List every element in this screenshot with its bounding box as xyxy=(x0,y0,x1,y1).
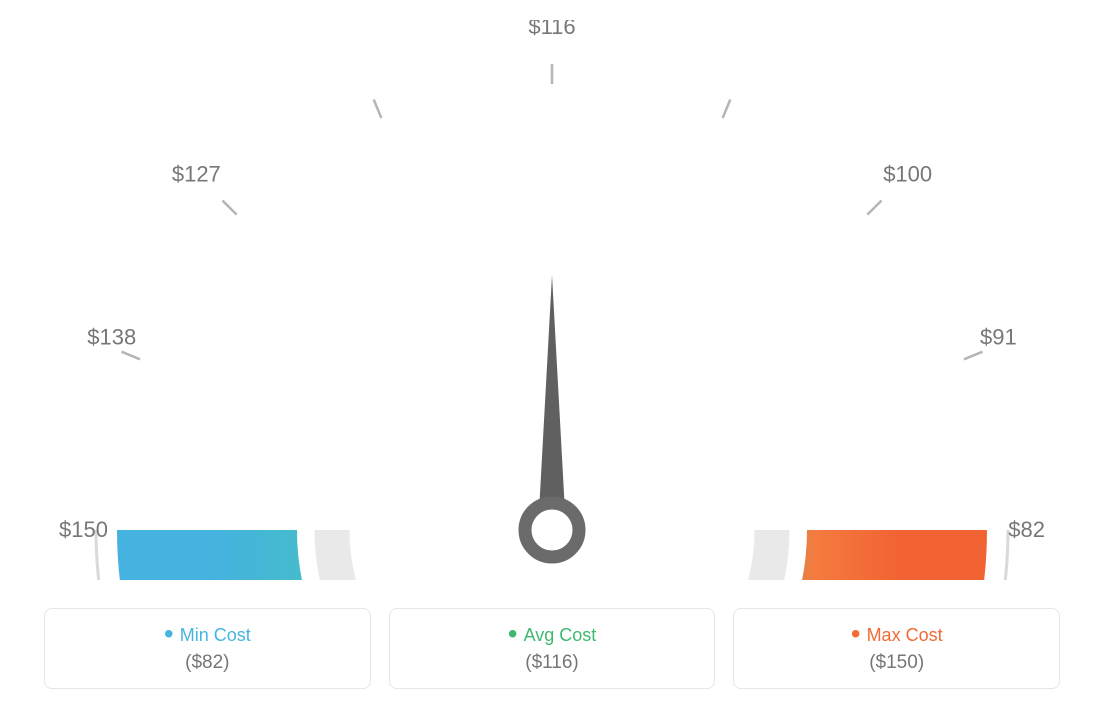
gauge-scale-label: $82 xyxy=(1008,517,1045,542)
gauge-svg: $82 $91 $100 $116 $127 $138 $150 xyxy=(20,20,1084,580)
gauge-scale-label: $91 xyxy=(980,325,1017,350)
legend-min-label: Min Cost xyxy=(55,625,360,646)
gauge-scale-label: $138 xyxy=(87,325,136,350)
legend-avg-value: ($116) xyxy=(400,652,705,674)
legend-max: Max Cost ($150) xyxy=(733,608,1060,689)
gauge-scale-label: $127 xyxy=(172,161,221,186)
gauge-tick xyxy=(211,302,253,330)
gauge-tick xyxy=(472,128,482,177)
legend-min-value: ($82) xyxy=(55,652,360,674)
gauge-tick xyxy=(150,450,199,460)
legend-min: Min Cost ($82) xyxy=(44,608,371,689)
gauge-needle xyxy=(538,275,566,530)
gauge-tick xyxy=(885,373,931,392)
legend-max-value: ($150) xyxy=(744,652,1049,674)
legend-row: Min Cost ($82) Avg Cost ($116) Max Cost … xyxy=(20,608,1084,689)
gauge-needle-hub xyxy=(525,503,579,557)
gauge-tick xyxy=(622,128,632,177)
gauge-outer-tick xyxy=(374,99,382,117)
gauge-tick xyxy=(851,302,893,330)
gauge-tick xyxy=(262,240,297,275)
gauge-outer-tick xyxy=(867,200,881,214)
cost-gauge-chart: $82 $91 $100 $116 $127 $138 $150 Min Cost ($82… xyxy=(20,20,1084,689)
gauge-tick xyxy=(690,151,709,197)
gauge-scale-label: $150 xyxy=(59,517,108,542)
gauge-scale-label: $100 xyxy=(883,161,932,186)
gauge-outer-tick xyxy=(121,352,139,360)
gauge-outer-tick xyxy=(723,99,731,117)
legend-avg-label: Avg Cost xyxy=(400,625,705,646)
gauge-tick xyxy=(752,189,780,231)
gauge-tick xyxy=(173,373,219,392)
gauge-outer-tick xyxy=(964,352,982,360)
legend-max-label: Max Cost xyxy=(744,625,1049,646)
gauge-tick xyxy=(807,240,842,275)
legend-avg: Avg Cost ($116) xyxy=(389,608,716,689)
gauge-tick xyxy=(395,151,414,197)
gauge-scale-label: $116 xyxy=(528,20,575,39)
gauge-tick xyxy=(905,450,954,460)
gauge-outer-tick xyxy=(222,200,236,214)
gauge-tick xyxy=(324,189,352,231)
